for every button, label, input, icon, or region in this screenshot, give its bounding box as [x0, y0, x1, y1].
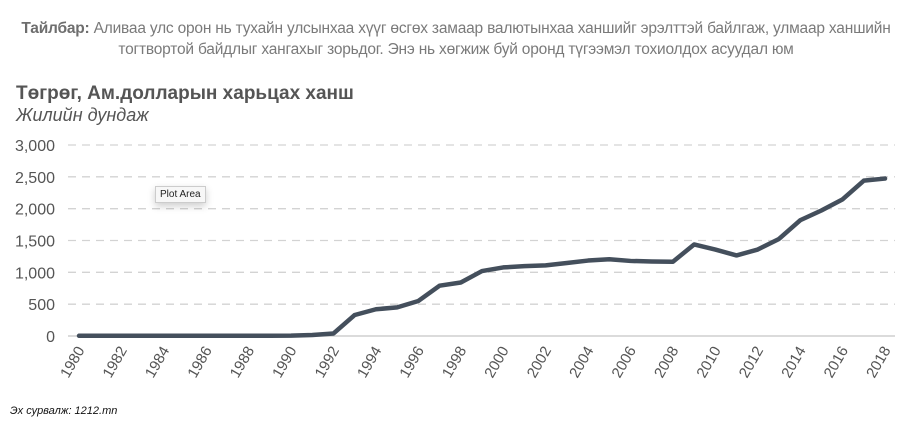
x-tick-label: 1980	[57, 344, 88, 381]
chart-subtitle: Жилийн дундаж	[16, 105, 149, 125]
x-tick-label: 2018	[863, 344, 894, 381]
y-tick-label: 500	[28, 297, 55, 314]
x-tick-label: 2010	[693, 344, 724, 381]
x-tick-label: 1986	[184, 344, 215, 381]
x-tick-label: 2008	[651, 344, 682, 381]
x-tick-label: 1992	[312, 344, 343, 381]
source-note: Эх сурвалж: 1212.mn	[10, 405, 118, 417]
x-tick-label: 1982	[99, 344, 130, 381]
y-tick-label: 2,500	[15, 170, 55, 187]
y-tick-label: 2,000	[15, 202, 55, 219]
y-tick-label: 1,000	[15, 265, 55, 282]
note-text: Тайлбар: Аливаа улс орон нь тухайн улсын…	[0, 18, 912, 60]
x-tick-label: 2012	[736, 344, 767, 381]
x-tick-label: 2014	[778, 344, 809, 381]
x-tick-label: 1994	[354, 344, 385, 381]
x-tick-label: 1998	[439, 344, 470, 381]
x-tick-label: 2000	[481, 344, 512, 381]
x-tick-label: 2002	[524, 344, 555, 381]
note-label: Тайлбар:	[21, 20, 90, 37]
x-tick-label: 1996	[396, 344, 427, 381]
x-tick-label: 1988	[227, 344, 258, 381]
y-tick-label: 3,000	[15, 138, 55, 155]
chart-title: Төгрөг, Ам.долларын харьцах ханш	[16, 83, 354, 104]
note-body: Аливаа улс орон нь тухайн улсынхаа хүүг …	[93, 20, 891, 58]
plot-area-tooltip: Plot Area	[155, 186, 206, 203]
x-tick-label: 1990	[269, 344, 300, 381]
x-tick-label: 1984	[142, 344, 173, 381]
x-tick-label: 2004	[566, 344, 597, 381]
y-tick-label: 0	[46, 329, 55, 346]
x-tick-label: 2016	[821, 344, 852, 381]
x-tick-label: 2006	[609, 344, 640, 381]
y-tick-label: 1,500	[15, 234, 55, 251]
